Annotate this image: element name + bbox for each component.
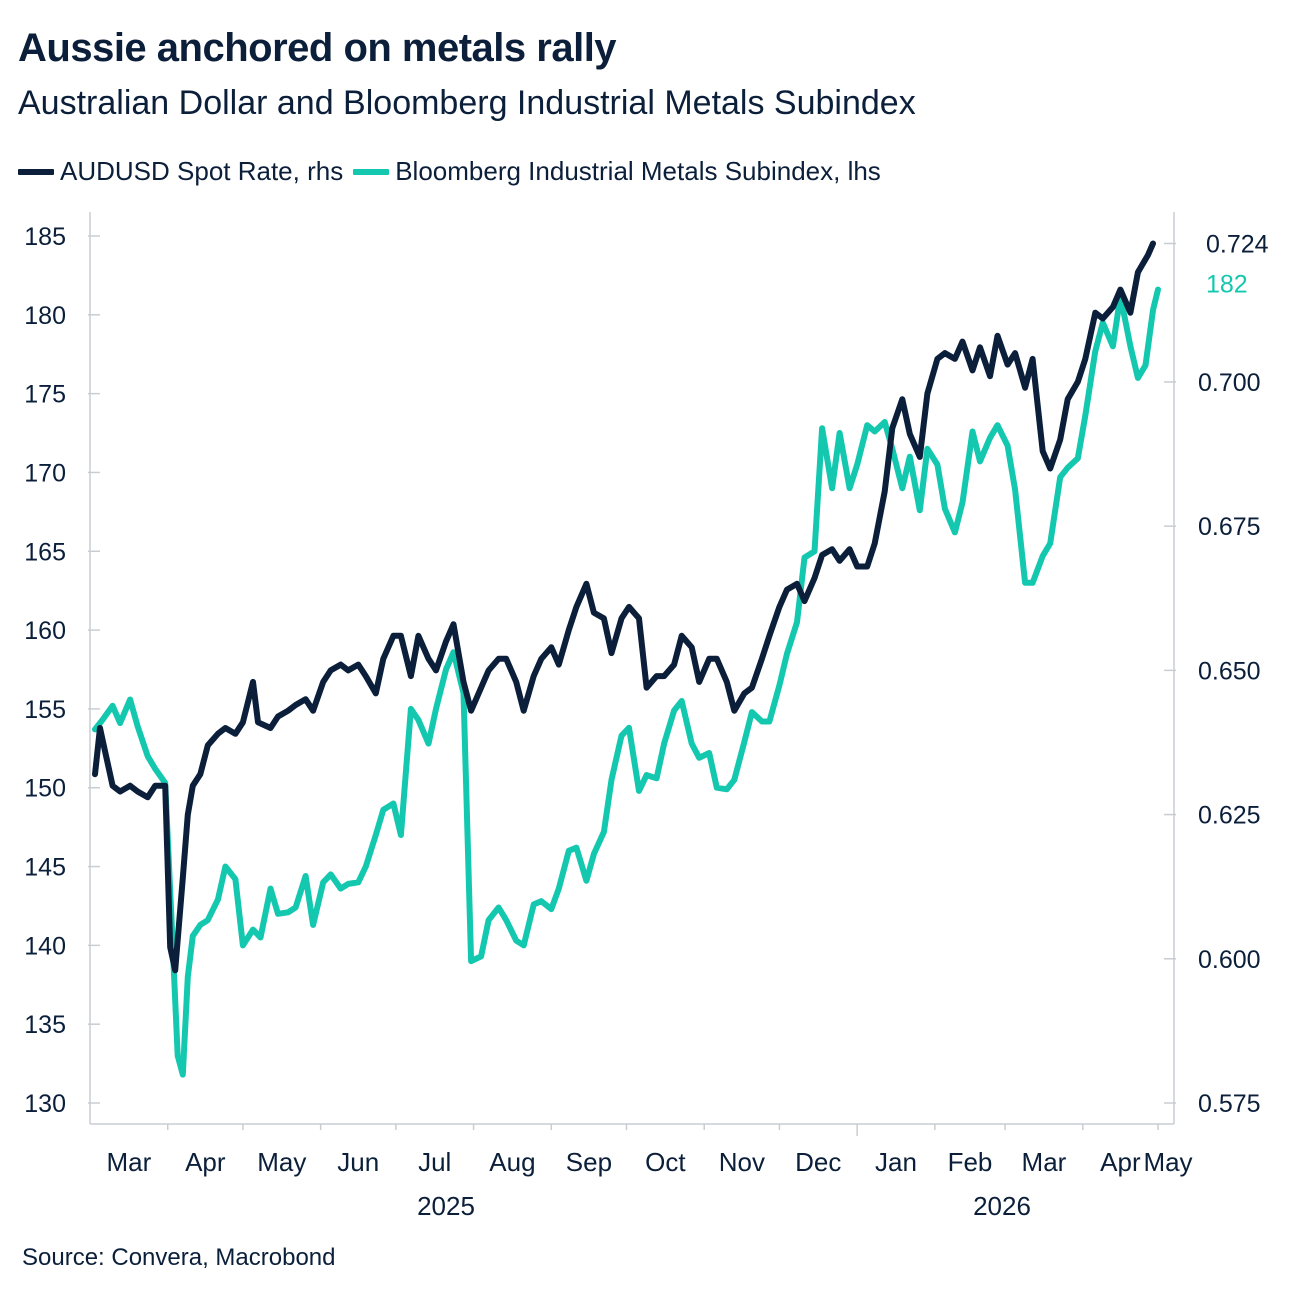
legend-item-metals: Bloomberg Industrial Metals Subindex, lh…: [353, 156, 881, 187]
audusd-end-label: 0.724: [1206, 230, 1269, 258]
legend-item-audusd: AUDUSD Spot Rate, rhs: [18, 156, 343, 187]
legend-swatch-metals: [353, 168, 390, 175]
legend-swatch-audusd: [18, 168, 54, 175]
x-month-label: Sep: [566, 1147, 612, 1177]
left-tick-label: 170: [24, 459, 66, 487]
x-month-label: Apr: [185, 1147, 226, 1177]
x-month-label: Nov: [719, 1147, 765, 1177]
x-month-label: May: [257, 1147, 306, 1177]
left-tick-label: 140: [24, 932, 66, 960]
x-month-label: Mar: [1022, 1147, 1067, 1177]
left-tick-label: 180: [24, 302, 66, 330]
left-tick-label: 150: [24, 775, 66, 803]
legend-label-metals: Bloomberg Industrial Metals Subindex, lh…: [395, 156, 881, 186]
metals-series-line: [92, 286, 1161, 1078]
legend-label-audusd: AUDUSD Spot Rate, rhs: [60, 156, 344, 186]
audusd-series-line: [92, 240, 1156, 974]
right-tick-label: 0.650: [1198, 657, 1261, 685]
left-tick-label: 155: [24, 696, 66, 724]
left-tick-label: 130: [24, 1090, 66, 1118]
x-month-label: May: [1143, 1147, 1192, 1177]
x-month-label: Jun: [337, 1147, 379, 1177]
x-month-label: Jan: [875, 1147, 917, 1177]
left-tick-label: 135: [24, 1011, 66, 1039]
x-month-label: Mar: [106, 1147, 151, 1177]
right-tick-label: 0.600: [1198, 946, 1261, 974]
chart-title: Aussie anchored on metals rally: [18, 26, 617, 70]
right-tick-label: 0.700: [1198, 369, 1261, 397]
left-tick-label: 175: [24, 381, 66, 409]
left-tick-label: 145: [24, 854, 66, 882]
x-month-label: Dec: [795, 1147, 841, 1177]
x-month-label: Apr: [1100, 1147, 1141, 1177]
left-tick-label: 160: [24, 617, 66, 645]
x-year-label: 2026: [973, 1191, 1031, 1221]
left-tick-label: 185: [24, 223, 66, 251]
right-tick-label: 0.625: [1198, 802, 1261, 830]
chart-legend: AUDUSD Spot Rate, rhs Bloomberg Industri…: [18, 156, 891, 187]
left-tick-label: 165: [24, 538, 66, 566]
right-tick-label: 0.675: [1198, 513, 1261, 541]
x-month-label: Oct: [645, 1147, 686, 1177]
right-tick-label: 0.575: [1198, 1090, 1261, 1118]
x-month-label: Jul: [418, 1147, 451, 1177]
x-month-label: Aug: [489, 1147, 535, 1177]
x-month-label: Feb: [948, 1147, 993, 1177]
metals-end-label: 182: [1206, 270, 1248, 298]
chart-subtitle: Australian Dollar and Bloomberg Industri…: [18, 84, 916, 122]
source-note: Source: Convera, Macrobond: [22, 1244, 336, 1271]
x-year-label: 2025: [417, 1191, 475, 1221]
